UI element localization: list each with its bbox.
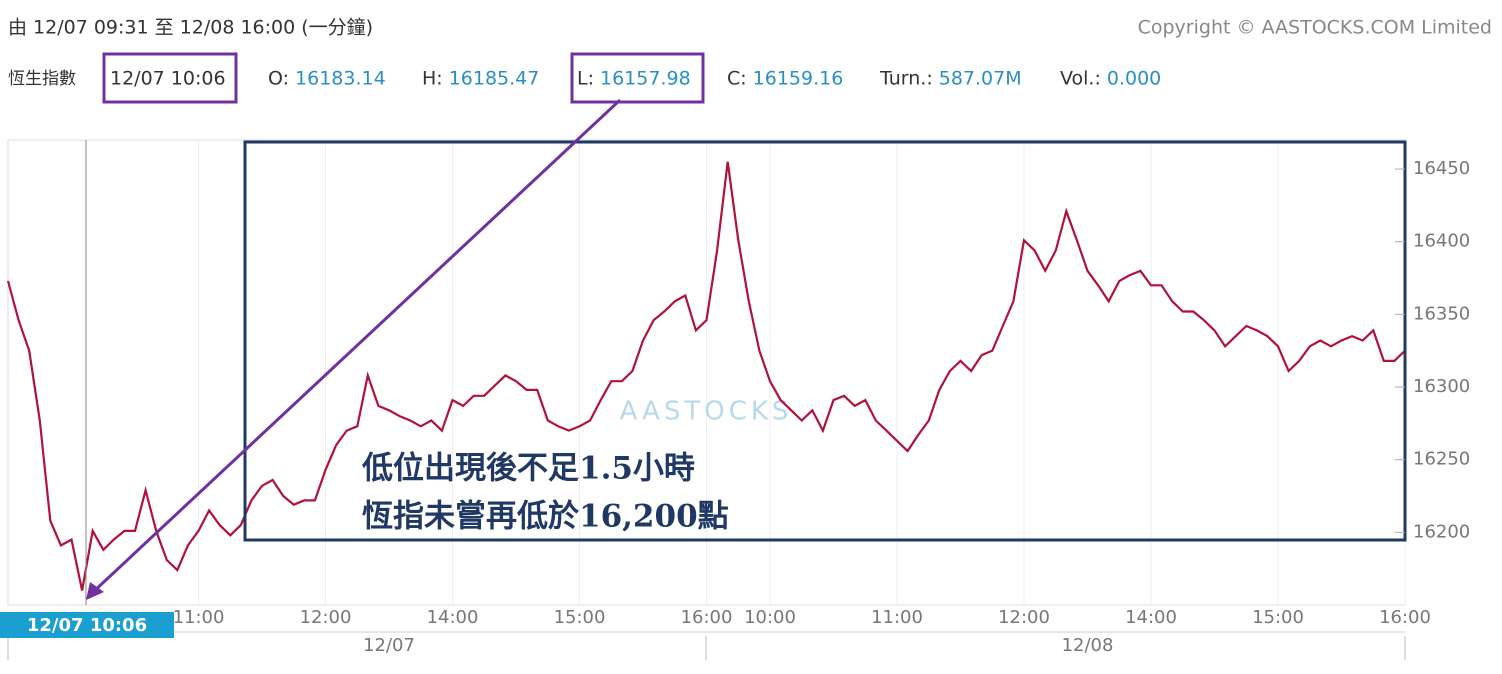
arrow (90, 98, 622, 595)
y-tick-label: 16250 (1413, 449, 1470, 470)
watermark: AASTOCKS (620, 397, 793, 427)
highlight-box (570, 52, 705, 104)
quote-label: H: (422, 68, 443, 90)
quote-label: O: (268, 68, 289, 90)
plot (6, 161, 1406, 591)
range: 由 12/07 09:31 至 12/08 16:00 (一分鐘) (8, 17, 373, 39)
price-line (6, 161, 1406, 591)
x-tick-label: 14:00 (1125, 607, 1177, 628)
annotation: 恆指未嘗再低於16,200點 (362, 499, 729, 535)
quote-value: 587.07M (939, 68, 1022, 90)
quote-value: 16157.98 (600, 68, 691, 90)
day-label: 12/08 (1062, 635, 1114, 656)
quote-label: Turn.: (879, 68, 933, 90)
annotation: 低位出現後不足1.5小時 (361, 451, 695, 487)
y-tick-label: 16450 (1413, 158, 1470, 179)
y-tick-label: 16400 (1413, 231, 1470, 252)
quote-value: 16159.16 (753, 68, 844, 90)
highlight-box (102, 52, 238, 104)
x-tick-label: 10:00 (744, 607, 796, 628)
quote-label: C: (727, 68, 747, 90)
x-tick-label: 12:00 (300, 607, 352, 628)
x-tick-label: 15:00 (1252, 607, 1304, 628)
y-tick-label: 16350 (1413, 303, 1470, 324)
day-label: 12/07 (363, 635, 415, 656)
y-tick-label: 16200 (1413, 521, 1470, 542)
quote-label: L: (577, 68, 594, 90)
x-tick-label: 16:00 (681, 607, 733, 628)
quote-label: Vol.: (1060, 68, 1101, 90)
x-tick-label: 12:00 (998, 607, 1050, 628)
x-tick-label: 11:00 (871, 607, 923, 628)
index-name: 恆生指數 (8, 69, 76, 89)
quotes: O: 16183.14 H: 16185.47 L: 16157.98 C: 16159.16… (268, 68, 1161, 90)
cursor-label: 12/07 10:06 (27, 615, 147, 636)
x-tick-label: 11:00 (173, 607, 225, 628)
y-tick-label: 16300 (1413, 376, 1470, 397)
copyright: Copyright © AASTOCKS.COM Limited (1138, 17, 1492, 39)
cursor-box (0, 612, 174, 638)
x-tick-label: 15:00 (554, 607, 606, 628)
quote-value: 16185.47 (449, 68, 540, 90)
x-axis: 16200 16250 16300 16350 16400 16450 11:00 12:00… (173, 158, 1471, 656)
annotation-box (243, 140, 1407, 542)
x-tick-label: 16:00 (1379, 607, 1431, 628)
time: 12/07 10:06 (110, 68, 226, 90)
x-tick-label: 14:00 (427, 607, 479, 628)
quote-value: 0.000 (1107, 68, 1161, 90)
quote-value: 16183.14 (295, 68, 386, 90)
arrow-head (86, 582, 104, 600)
